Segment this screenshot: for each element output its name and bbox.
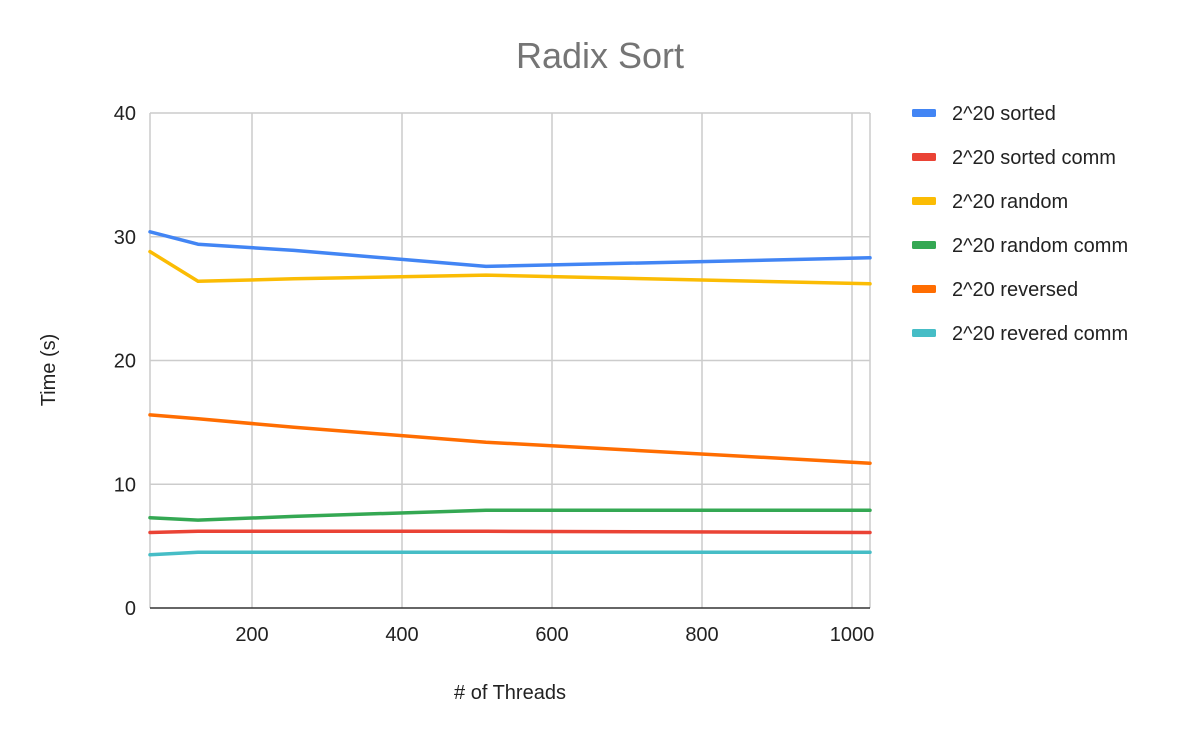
series-line-4 — [148, 413, 872, 465]
legend-swatch — [912, 153, 936, 161]
x-tick-label: 200 — [235, 624, 268, 646]
gridlines — [149, 112, 871, 608]
x-axis-ticks: 200 400 600 800 1000 — [235, 624, 874, 646]
series-line-0 — [148, 230, 872, 269]
legend-label: 2^20 revered comm — [952, 323, 1128, 345]
y-tick-label: 0 — [125, 598, 136, 620]
x-tick-label: 800 — [685, 624, 718, 646]
series-line-2 — [148, 249, 872, 286]
series-line-5 — [148, 550, 872, 557]
legend-label: 2^20 reversed — [952, 279, 1078, 301]
series-lines — [148, 230, 872, 557]
y-tick-label: 10 — [114, 474, 136, 496]
y-tick-label: 20 — [114, 351, 136, 373]
series-line-1 — [148, 529, 872, 535]
x-tick-label: 600 — [535, 624, 568, 646]
legend-label: 2^20 random — [952, 191, 1068, 213]
y-axis-label: Time (s) — [38, 334, 60, 407]
legend-swatch — [912, 285, 936, 293]
legend-label: 2^20 sorted comm — [952, 147, 1116, 169]
legend-swatch — [912, 329, 936, 337]
x-axis-label: # of Threads — [454, 682, 566, 704]
legend: 2^20 sorted 2^20 sorted comm 2^20 random 2^… — [912, 103, 1128, 345]
x-tick-label: 1000 — [830, 624, 875, 646]
y-axis-ticks: 0 10 20 30 40 — [114, 103, 136, 620]
legend-label: 2^20 sorted — [952, 103, 1056, 125]
series-line-3 — [148, 508, 872, 522]
legend-swatch — [912, 109, 936, 117]
y-tick-label: 30 — [114, 227, 136, 249]
x-tick-label: 400 — [385, 624, 418, 646]
y-tick-label: 40 — [114, 103, 136, 125]
legend-swatch — [912, 197, 936, 205]
legend-swatch — [912, 241, 936, 249]
legend-label: 2^20 random comm — [952, 235, 1128, 257]
chart-title: Radix Sort — [516, 35, 684, 76]
